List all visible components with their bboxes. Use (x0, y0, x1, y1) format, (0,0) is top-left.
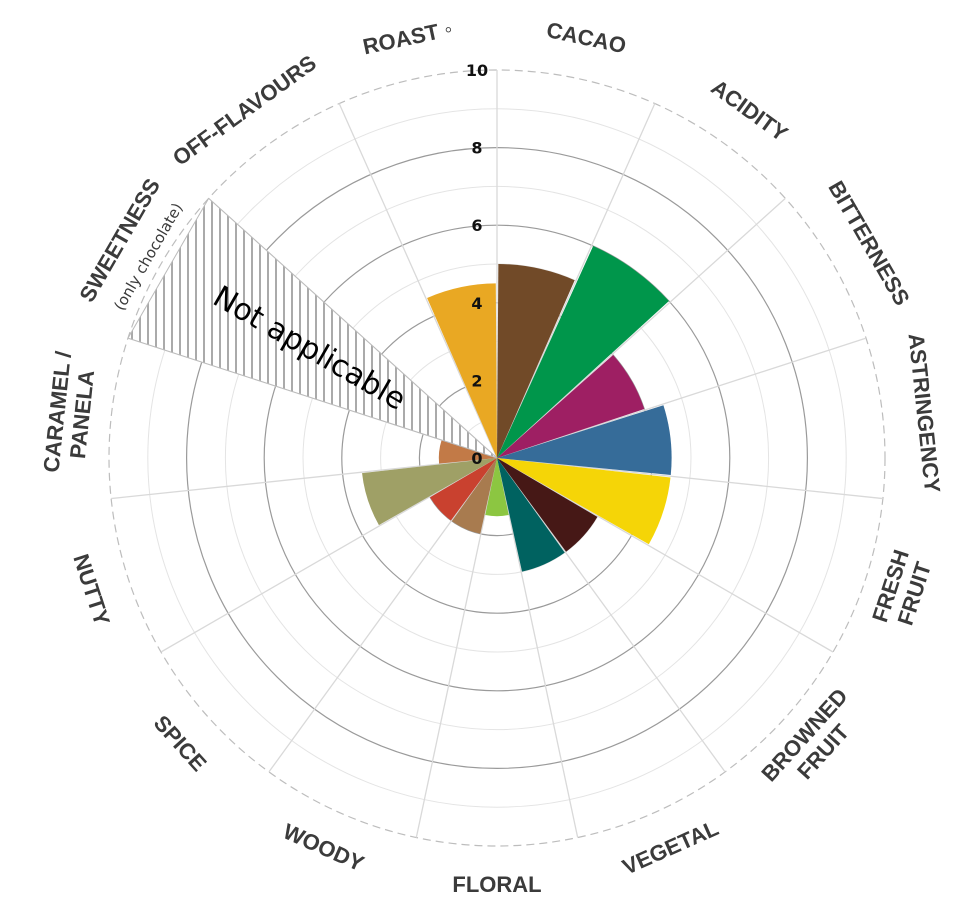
r-tick-label: 6 (471, 216, 482, 235)
bar-acidity (497, 245, 669, 458)
category-label-text: OFF-FLAVOURS (168, 50, 321, 171)
grid-spoke (415, 457, 498, 838)
category-label: NUTTY (68, 551, 115, 629)
r-tick-label: 8 (471, 139, 482, 158)
category-label: VEGETAL (619, 815, 723, 879)
radial-ticks: 0 2 4 6 8 10 (466, 61, 488, 468)
grid-spoke (496, 103, 656, 459)
category-label-text: WOODY (279, 819, 368, 877)
grid-spoke (496, 457, 726, 773)
category-label: BITTERNESS (823, 177, 914, 310)
category-label: ASTRINGENCY (904, 332, 946, 494)
bar-bitterness (497, 354, 645, 458)
category-label-text: BITTERNESS (823, 177, 914, 310)
category-label-text: VEGETAL (619, 815, 723, 879)
bar-vegetal (497, 458, 565, 572)
grid-spoke (496, 457, 883, 500)
bar-astringency (497, 405, 672, 476)
category-label-text: ROAST ◦ (361, 16, 455, 59)
bar-nutty (362, 458, 497, 526)
bar-caramel-panela (438, 440, 497, 464)
category-label: OFF-FLAVOURS (168, 50, 321, 171)
category-label-text: NUTTY (68, 551, 115, 629)
bar-fresh-fruit (497, 458, 671, 545)
grid-spoke (496, 197, 786, 459)
category-label: CACAO (544, 17, 628, 58)
grid-spoke (338, 103, 498, 459)
bar-floral (485, 458, 509, 517)
category-label: ACIDITY (707, 74, 793, 146)
category-label-text: FLORAL (452, 872, 541, 897)
category-label: CARAMEL /PANELA (38, 350, 99, 474)
bar-browned-fruit (497, 458, 598, 552)
bar-spice (430, 458, 497, 521)
grid-spoke (111, 457, 498, 500)
category-label: WOODY (279, 819, 368, 877)
not-applicable-sector (127, 197, 498, 459)
grid (108, 69, 886, 847)
category-label: ROAST ◦ (361, 16, 455, 59)
grid-spoke (268, 457, 498, 773)
category-label-text: SPICE (149, 710, 212, 776)
r-tick-label: 4 (471, 294, 482, 313)
bar-woody (451, 458, 497, 534)
category-label-text: ACIDITY (707, 74, 793, 146)
category-label-text: CACAO (544, 17, 628, 58)
r-tick-label: 0 (471, 449, 482, 468)
r-tick-label: 2 (471, 371, 482, 390)
category-label-text: ASTRINGENCY (904, 332, 946, 494)
grid-spoke (496, 337, 867, 459)
grid-spoke (496, 457, 834, 653)
bar-roast (427, 283, 497, 458)
category-label: FLORAL (452, 872, 541, 897)
bars: Not applicable (127, 197, 672, 572)
category-label: SPICE (149, 710, 212, 776)
bar-cacao (497, 264, 575, 458)
grid-spoke (160, 457, 498, 653)
r-tick-label: 10 (466, 61, 488, 80)
grid-spoke (496, 457, 579, 838)
